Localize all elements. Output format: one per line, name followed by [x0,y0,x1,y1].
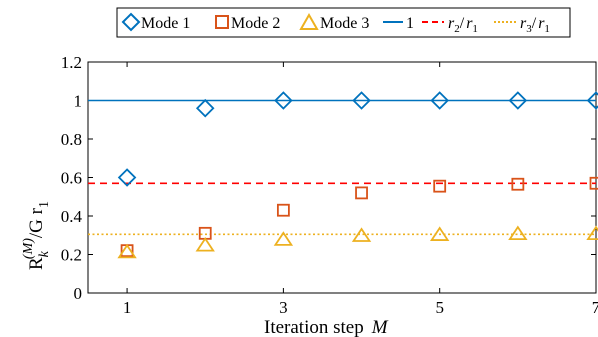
ylabel-sub: k [37,250,52,257]
legend-entry-ref-r2-r1: r2/r1 [422,15,478,35]
marker-diamond [508,91,528,110]
legend-r3-a-sub: 3 [526,23,532,35]
ylabel-rest: /G r [26,207,47,238]
y-tick-label: 1.2 [61,53,82,72]
y-tick-label: 1 [74,92,83,111]
legend-label-mode-1: Mode 1 [141,15,190,32]
ylabel-sup: (M) [21,238,36,259]
legend-r2-a: r [448,15,455,32]
marker-triangle [430,226,450,241]
marker-diamond [117,168,137,187]
x-tick-label: 5 [435,298,444,317]
marker-triangle [351,227,372,242]
ylabel-base: R [26,257,47,270]
legend-label-r3-r1: r3/r1 [520,15,550,35]
legend-label-mode-2: Mode 2 [231,15,280,32]
x-tick-label: 7 [592,298,598,317]
y-tick-label: 0.6 [61,169,82,188]
x-tick-label: 3 [279,298,288,317]
xlabel-text: Iteration step [264,317,364,337]
axis-ticks: 0 0.2 0.4 0.6 0.8 1 1.2 1 3 5 7 [61,53,598,317]
marker-diamond [352,91,371,110]
marker-triangle [273,231,294,246]
x-axis-title: Iteration step M [264,317,389,337]
legend-marker-square [215,15,229,29]
xlabel-var: M [371,317,389,337]
x-tick-label: 1 [123,298,132,317]
marker-diamond [274,91,293,110]
legend-label-ref-1: 1 [406,15,414,32]
marker-square [511,177,525,191]
legend-r2-b-sub: 1 [472,23,478,35]
ylabel-rest-sub: 1 [37,201,52,208]
marker-square [276,203,290,217]
legend-label-mode-3: Mode 3 [320,15,369,32]
legend-r3-b: r [538,15,545,32]
legend-entry-ref-1: 1 [383,15,414,32]
y-axis-title: Rk(M)/G r1 [21,201,52,270]
legend-r3-a: r [520,15,527,32]
legend-entry-mode-2: Mode 2 [215,15,280,32]
y-tick-label: 0.2 [61,246,82,265]
reference-lines [88,99,596,236]
marker-triangle [195,237,215,252]
marker-triangle [117,243,137,259]
marker-diamond [195,98,215,118]
data-markers [117,91,598,259]
marker-triangle [586,225,598,240]
legend-marker-triangle [299,12,319,30]
legend-r2-b: r [466,15,473,32]
marker-square [355,186,368,200]
y-tick-label: 0.4 [61,207,83,226]
legend-r3-b-sub: 1 [544,23,550,35]
legend-entry-mode-1: Mode 1 [121,12,190,32]
legend-marker-diamond [121,12,141,32]
legend-r3-slash: / [532,15,537,32]
marker-square [433,179,447,193]
legend: Mode 1 Mode 2 Mode 3 1 r2/r1 r3/r1 [116,7,571,38]
legend-r2-slash: / [460,15,465,32]
marker-diamond [430,91,449,110]
marker-diamond [586,91,598,110]
legend-label-r2-r1: r2/r1 [448,15,478,35]
plot-area [87,61,597,294]
y-tick-label: 0.8 [61,130,82,149]
marker-triangle [508,225,528,240]
legend-entry-mode-3: Mode 3 [299,12,369,32]
legend-r2-a-sub: 2 [454,23,460,35]
y-tick-label: 0 [74,284,83,303]
legend-entry-ref-r3-r1: r3/r1 [494,15,550,35]
marker-square [589,176,598,190]
